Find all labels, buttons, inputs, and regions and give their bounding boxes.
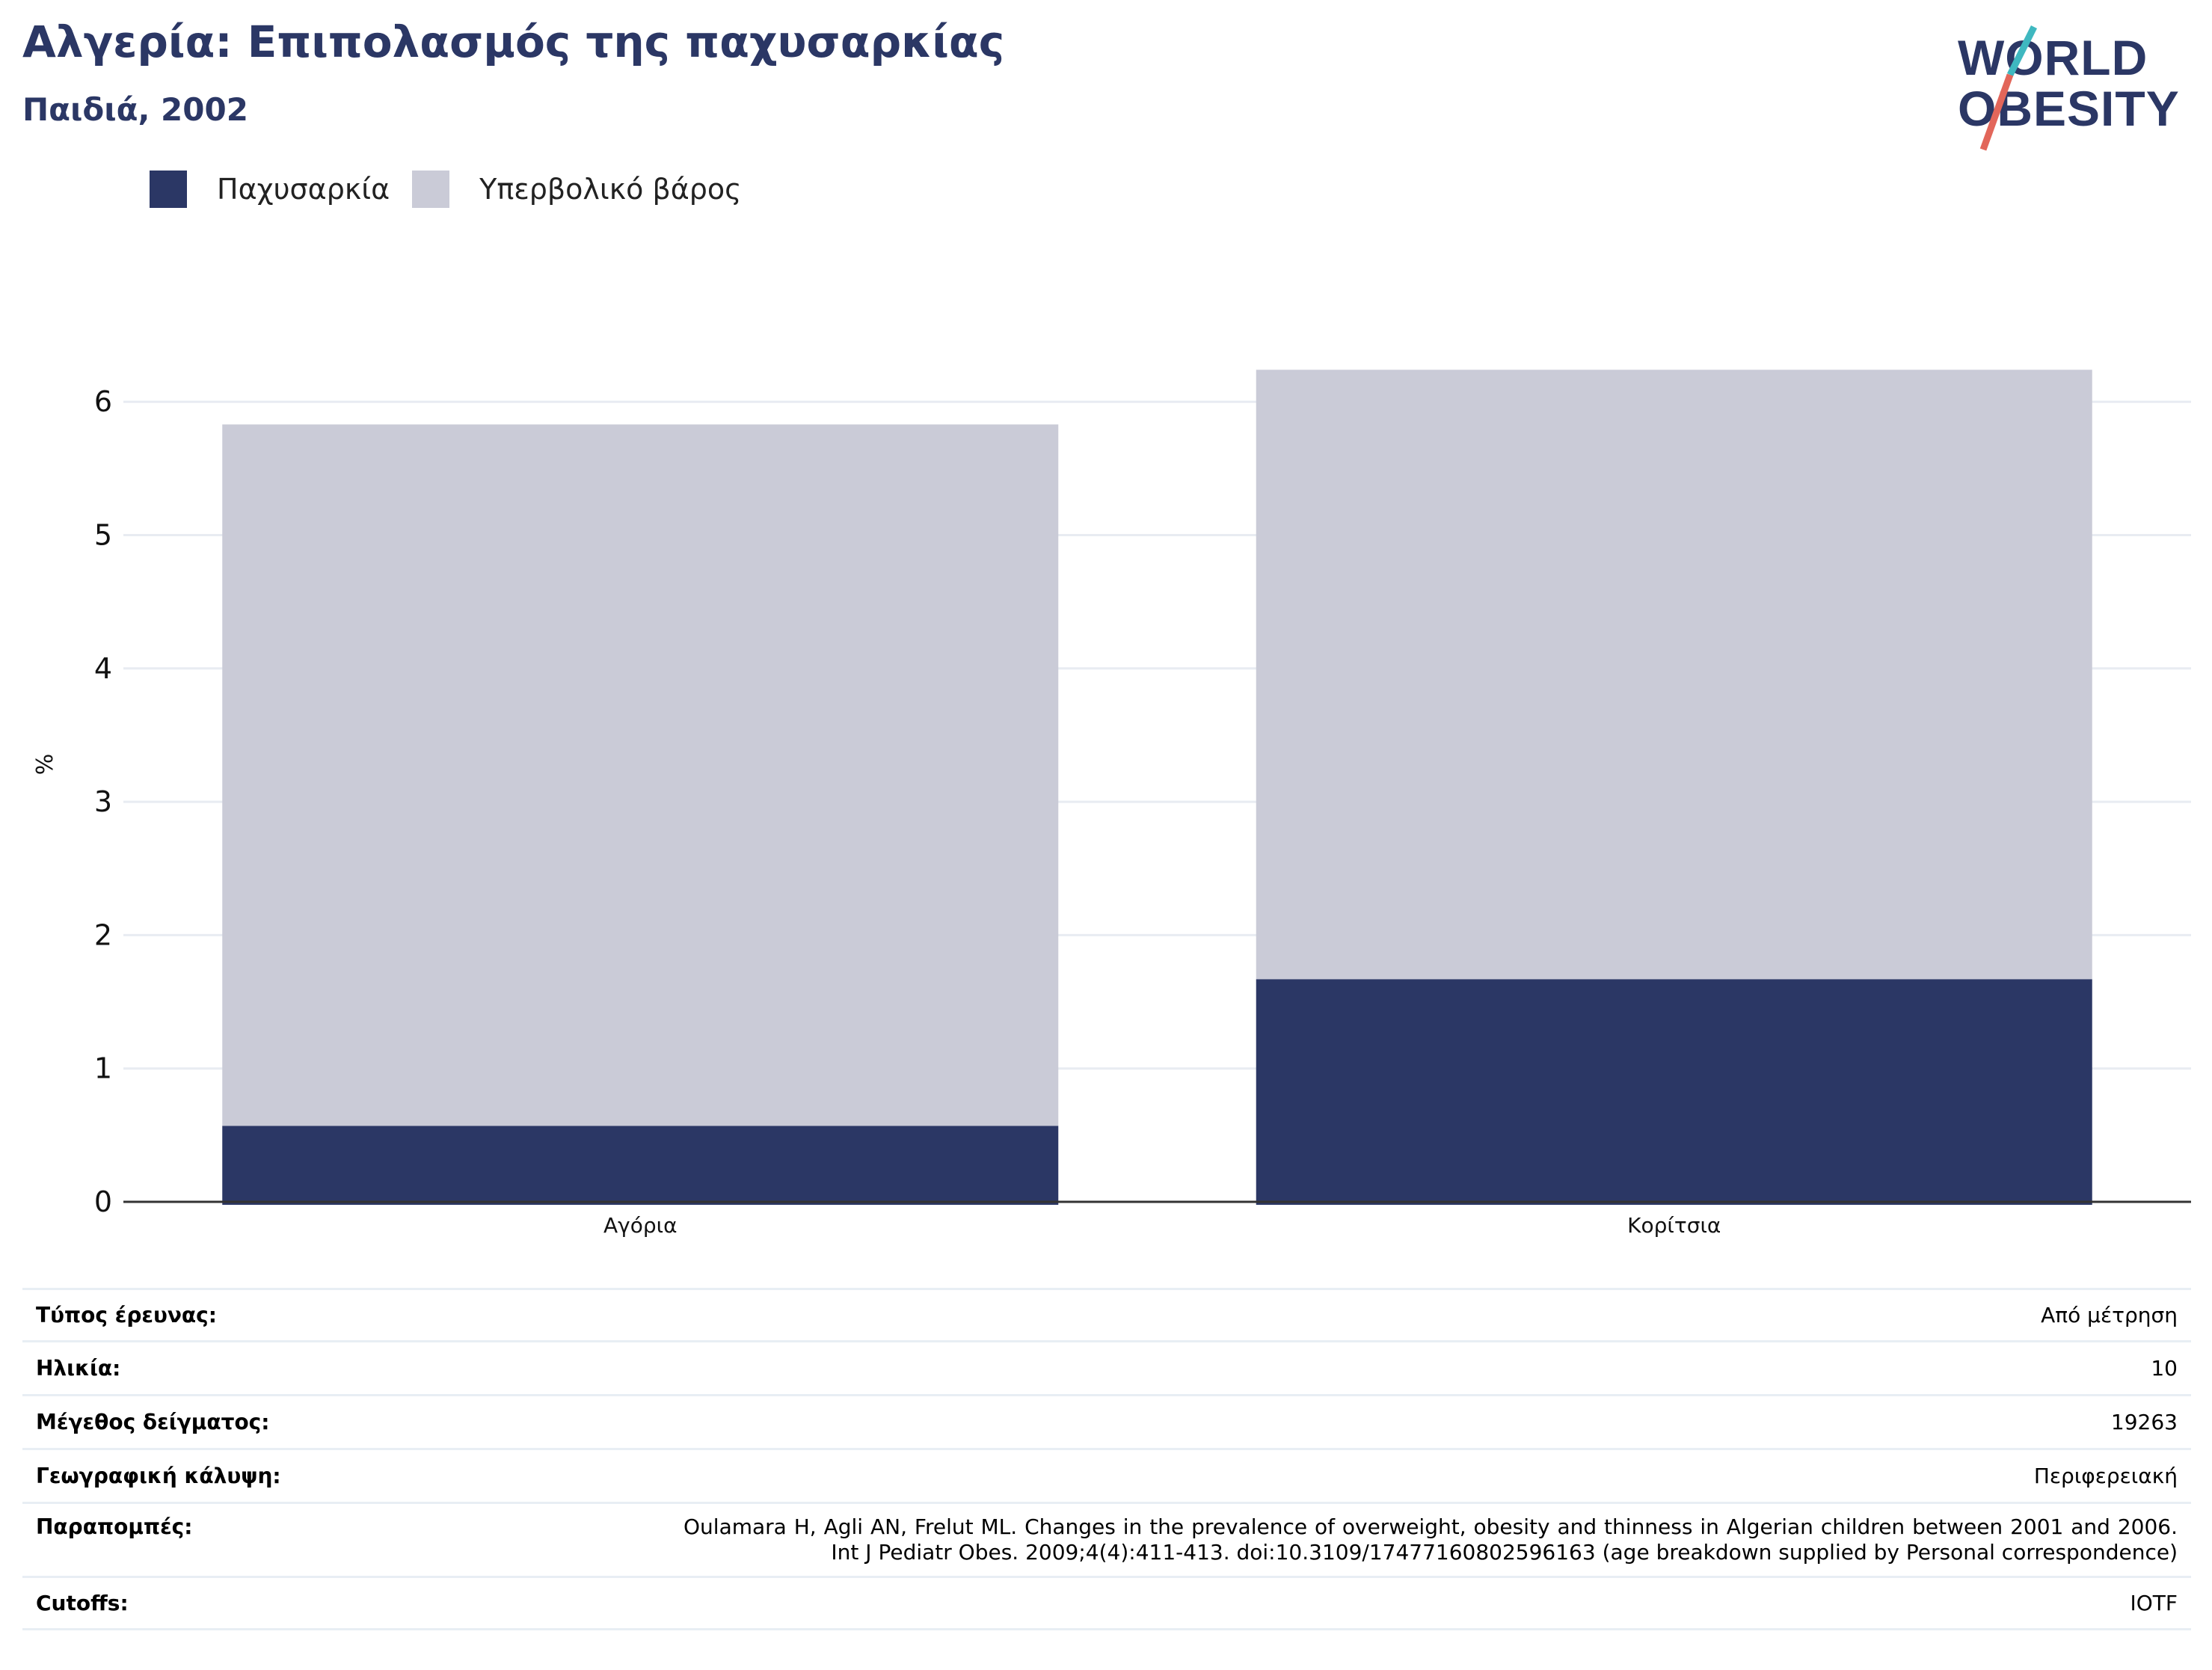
x-tick-label: Αγόρια — [603, 1213, 678, 1238]
y-tick-label: 6 — [94, 385, 112, 418]
meta-label: Γεωγραφική κάλυψη: — [22, 1448, 498, 1503]
meta-label: Μέγεθος δείγματος: — [22, 1394, 498, 1449]
bar-obesity-0 — [222, 1126, 1059, 1205]
bar-obesity-1 — [1256, 979, 2092, 1205]
y-tick-label: 4 — [94, 652, 112, 685]
meta-label: Παραπομπές: — [22, 1502, 498, 1577]
meta-value: Περιφερειακή — [498, 1448, 2191, 1503]
chart-title: Αλγερία: Επιπολασμός της παχυσαρκίας — [22, 16, 1005, 67]
logo-line-1: WORLD — [1958, 30, 2148, 85]
bar-overweight-0 — [222, 424, 1059, 1126]
world-obesity-logo: WORLD OBESITY — [1958, 25, 2179, 151]
reference-citation: Oulamara H, Agli AN, Frelut ML. Changes … — [683, 1514, 2178, 1565]
y-tick-label: 0 — [94, 1185, 112, 1218]
meta-value: 10 — [498, 1340, 2191, 1396]
legend-swatch-obesity — [150, 171, 187, 208]
legend-label-overweight: Υπερβολικό βάρος — [479, 173, 742, 206]
y-axis-label: % — [32, 754, 58, 776]
chart-subtitle: Παιδιά, 2002 — [22, 91, 248, 128]
meta-row-survey-type: Τύπος έρευνας: Από μέτρηση — [22, 1288, 2191, 1342]
bar-overweight-1 — [1256, 369, 2092, 980]
logo-slash-teal — [2006, 25, 2038, 77]
legend-item-overweight[interactable]: Υπερβολικό βάρος — [412, 171, 741, 208]
chart-legend: Παχυσαρκία Υπερβολικό βάρος — [150, 171, 764, 208]
meta-row-references: Παραπομπές: Oulamara H, Agli AN, Frelut … — [22, 1502, 2191, 1577]
meta-label: Cutoffs: — [22, 1576, 498, 1630]
bar-chart: 0 1 2 3 4 5 6% Αγόρια Κορίτσια — [32, 369, 2191, 1238]
meta-row-sample-size: Μέγεθος δείγματος: 19263 — [22, 1394, 2191, 1449]
meta-row-age: Ηλικία: 10 — [22, 1340, 2191, 1396]
x-tick-label: Κορίτσια — [1627, 1213, 1721, 1238]
meta-value: Από μέτρηση — [498, 1288, 2191, 1342]
meta-label: Ηλικία: — [22, 1340, 498, 1396]
meta-value: 19263 — [498, 1394, 2191, 1449]
meta-row-cutoffs: Cutoffs: IOTF — [22, 1576, 2191, 1630]
meta-value: IOTF — [498, 1576, 2191, 1630]
y-tick-label: 2 — [94, 918, 112, 951]
legend-item-obesity[interactable]: Παχυσαρκία — [150, 171, 390, 208]
meta-label: Τύπος έρευνας: — [22, 1288, 498, 1342]
meta-row-coverage: Γεωγραφική κάλυψη: Περιφερειακή — [22, 1448, 2191, 1503]
legend-swatch-overweight — [412, 171, 450, 208]
legend-label-obesity: Παχυσαρκία — [217, 173, 390, 206]
y-tick-label: 5 — [94, 519, 112, 552]
survey-details-table: Τύπος έρευνας: Από μέτρηση Ηλικία: 10 Μέ… — [22, 1288, 2191, 1630]
y-tick-label: 3 — [94, 785, 112, 818]
meta-reference-text: Oulamara H, Agli AN, Frelut ML. Changes … — [498, 1502, 2191, 1577]
y-tick-label: 1 — [94, 1052, 112, 1085]
logo-slash-coral — [1979, 73, 2014, 151]
